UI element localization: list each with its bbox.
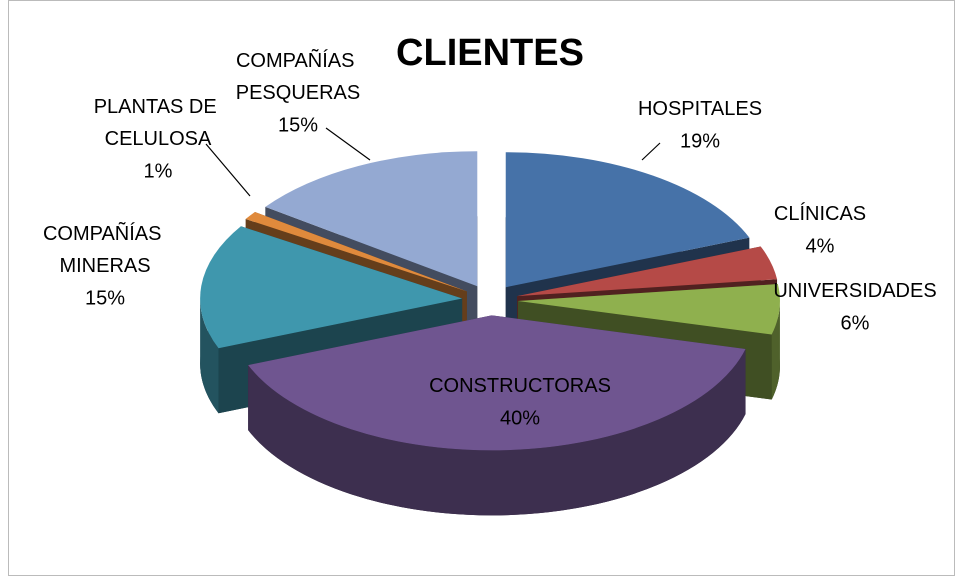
data-label: UNIVERSIDADES (773, 280, 936, 302)
slice (245, 211, 467, 292)
slice-side (771, 300, 780, 400)
data-label: COMPAÑÍAS MINERAS (43, 221, 167, 277)
slice (505, 152, 750, 288)
slice (265, 151, 478, 287)
slice (517, 284, 780, 335)
slice (517, 246, 778, 297)
slice (248, 315, 746, 451)
value-label: 40% (500, 407, 540, 429)
data-label: CLÍNICAS (774, 202, 866, 225)
slice-side (248, 348, 746, 516)
data-label: HOSPITALES (638, 98, 762, 120)
value-label: 15% (85, 287, 125, 309)
slice (248, 315, 746, 516)
slice-side (200, 298, 219, 414)
slice (200, 226, 463, 349)
data-label: COMPAÑÍAS PESQUERAS (236, 48, 360, 104)
value-label: 6% (841, 312, 870, 334)
leader-line (641, 142, 661, 161)
value-label: 1% (144, 160, 173, 182)
leader-line (325, 127, 371, 161)
value-label: 4% (806, 235, 835, 257)
data-label: CONSTRUCTORAS (429, 375, 611, 397)
data-label: PLANTAS DE CELULOSA (94, 96, 223, 150)
chart-title: CLIENTES (396, 32, 584, 74)
leader-line (205, 143, 251, 197)
value-label: 19% (680, 130, 720, 152)
value-label: 15% (278, 114, 318, 136)
